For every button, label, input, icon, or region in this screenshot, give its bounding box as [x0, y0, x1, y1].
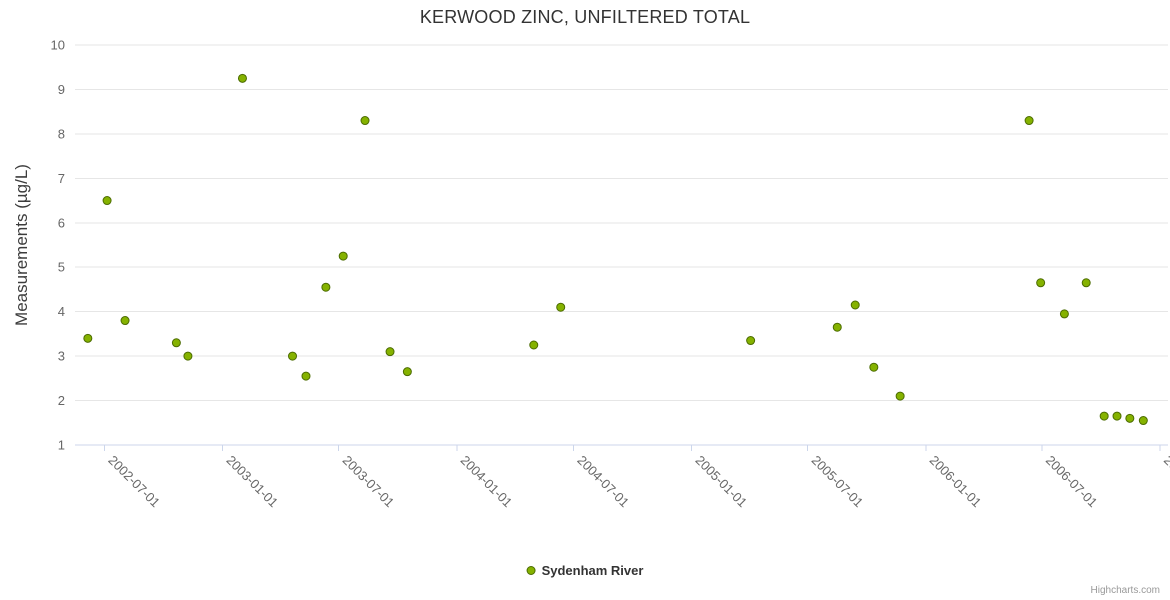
- chart-title: KERWOOD ZINC, UNFILTERED TOTAL: [419, 7, 751, 27]
- legend-label: Sydenham River: [541, 563, 644, 578]
- y-axis-tick-label: 6: [58, 215, 65, 230]
- y-axis-tick-label: 1: [58, 438, 65, 453]
- y-axis-tick-label: 5: [58, 260, 65, 275]
- x-axis-tick-label: 2003-07-01: [340, 453, 398, 511]
- data-point[interactable]: [746, 336, 756, 346]
- data-point[interactable]: [1125, 413, 1135, 423]
- x-axis-tick-label: 2007-01-01: [1161, 453, 1170, 511]
- data-point[interactable]: [556, 302, 566, 312]
- y-axis-tick-label: 3: [58, 349, 65, 364]
- data-point[interactable]: [83, 333, 93, 343]
- highcharts-credits[interactable]: Highcharts.com: [1090, 585, 1160, 596]
- data-point[interactable]: [321, 282, 331, 292]
- legend-item-sydenham-river[interactable]: Sydenham River: [526, 563, 644, 578]
- data-point[interactable]: [1036, 278, 1046, 288]
- y-axis-tick-label: 7: [58, 171, 65, 186]
- data-point[interactable]: [832, 322, 842, 332]
- data-point[interactable]: [869, 362, 879, 372]
- data-point[interactable]: [895, 391, 905, 401]
- data-point[interactable]: [529, 340, 539, 350]
- y-axis-tick-label: 9: [58, 82, 65, 97]
- y-axis-tick-label: 4: [58, 304, 65, 319]
- data-point[interactable]: [385, 347, 395, 357]
- data-point[interactable]: [1138, 416, 1148, 426]
- data-point[interactable]: [1059, 309, 1069, 319]
- data-point[interactable]: [120, 316, 130, 326]
- data-point[interactable]: [402, 367, 412, 377]
- data-point[interactable]: [850, 300, 860, 310]
- x-axis-tick-label: 2005-07-01: [809, 453, 867, 511]
- x-axis-tick-label: 2003-01-01: [223, 453, 281, 511]
- x-axis-tick-label: 2002-07-01: [105, 453, 163, 511]
- y-axis-tick-label: 2: [58, 393, 65, 408]
- data-point[interactable]: [360, 116, 370, 126]
- x-axis-tick-label: 2004-07-01: [574, 453, 632, 511]
- x-axis-tick-label: 2004-01-01: [458, 453, 516, 511]
- legend: Sydenham River: [526, 562, 644, 580]
- data-point[interactable]: [237, 73, 247, 83]
- data-point[interactable]: [183, 351, 193, 361]
- y-axis-tick-label: 8: [58, 126, 65, 141]
- data-point[interactable]: [1099, 411, 1109, 421]
- data-point[interactable]: [171, 338, 181, 348]
- data-point[interactable]: [288, 351, 298, 361]
- data-point[interactable]: [1081, 278, 1091, 288]
- data-point[interactable]: [301, 371, 311, 381]
- legend-marker-icon: [526, 566, 536, 575]
- data-point[interactable]: [1024, 116, 1034, 126]
- x-axis-tick-label: 2005-01-01: [692, 453, 750, 511]
- data-point[interactable]: [102, 196, 112, 206]
- y-axis-tick-label: 10: [51, 38, 65, 53]
- data-point[interactable]: [338, 251, 348, 261]
- data-point[interactable]: [1112, 411, 1122, 421]
- x-axis-tick-label: 2006-01-01: [927, 453, 985, 511]
- x-axis-tick-label: 2006-07-01: [1043, 453, 1101, 511]
